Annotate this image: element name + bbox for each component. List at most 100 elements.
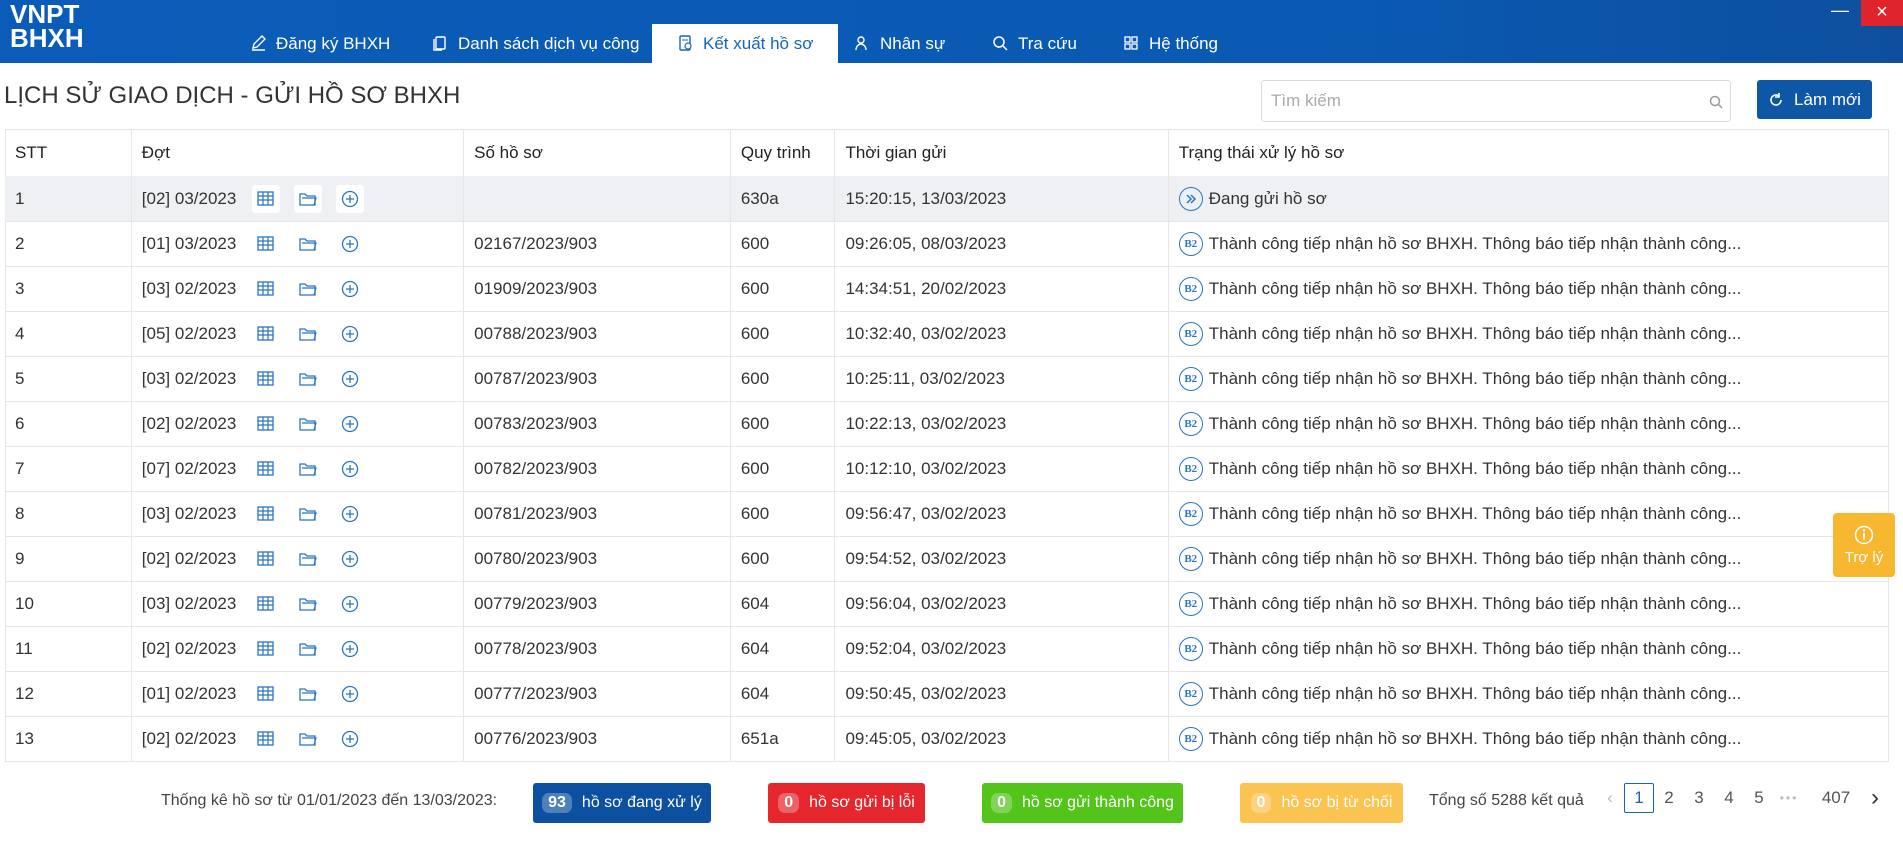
stat-badge[interactable]: 0 hồ sơ bị từ chối: [1240, 783, 1403, 823]
badge-arrow: [1186, 193, 1196, 204]
add-button[interactable]: [336, 365, 364, 393]
nav-tab[interactable]: Hệ thống: [1098, 24, 1243, 63]
folder-button[interactable]: [294, 320, 322, 348]
page-item[interactable]: •••: [1779, 791, 1799, 805]
page-item[interactable]: 407: [1821, 788, 1851, 807]
add-button[interactable]: [336, 545, 364, 573]
top-bar: VNPT BHXH — × Đăng ký BHXH Danh sách dịch…: [0, 0, 1903, 63]
page-item[interactable]: 3: [1694, 788, 1704, 807]
next-page[interactable]: ›: [1871, 784, 1879, 811]
table-button[interactable]: [252, 725, 280, 753]
add-button[interactable]: [336, 410, 364, 438]
folder-button[interactable]: [293, 184, 322, 213]
table-row[interactable]: 8 [03] 02/2023 00781/2023/903 600 09:56:47, …: [5, 491, 1889, 537]
table-button[interactable]: [252, 545, 280, 573]
table-button[interactable]: [252, 320, 280, 348]
page-item[interactable]: 4: [1724, 788, 1734, 807]
table-button[interactable]: [252, 365, 280, 393]
table-row[interactable]: 7 [07] 02/2023 00782/2023/903 600 10:12:10, …: [5, 446, 1889, 492]
close[interactable]: ×: [1861, 0, 1903, 26]
folder-button[interactable]: [294, 635, 322, 663]
cell-dot: [02] 02/2023: [131, 626, 465, 672]
nav-tab[interactable]: Danh sách dịch vụ công: [407, 24, 664, 63]
add-button[interactable]: [335, 184, 364, 213]
badge-text: B2: [1184, 417, 1198, 430]
status-text: Thành công tiếp nhận hồ sơ BHXH. Thông b…: [1208, 233, 1742, 253]
stat-badge[interactable]: 0 hồ sơ gửi thành công: [982, 783, 1183, 823]
prev-page[interactable]: ‹: [1607, 788, 1613, 807]
search-box[interactable]: Tìm kiếm: [1261, 80, 1731, 122]
add-button[interactable]: [336, 500, 364, 528]
folder-button[interactable]: [294, 275, 322, 303]
cell-2: 00777/2023/903: [464, 671, 731, 717]
table-row[interactable]: 10 [03] 02/2023 00779/2023/903 604 09:56:04,…: [5, 581, 1889, 627]
table-row[interactable]: 9 [02] 02/2023 00780/2023/903 600 09:54:52, …: [5, 536, 1889, 582]
minimize[interactable]: —: [1831, 0, 1849, 20]
cell-status: B2 Thành công tiếp nhận hồ sơ BHXH. Thông…: [1168, 581, 1889, 627]
table-row[interactable]: 6 [02] 02/2023 00783/2023/903 600 10:22:13, …: [5, 401, 1889, 447]
logo[interactable]: VNPT BHXH: [2, 1, 132, 60]
nav-tab[interactable]: Tra cứu: [967, 24, 1102, 63]
table-button[interactable]: [252, 230, 280, 258]
add-button[interactable]: [336, 590, 364, 618]
add-button[interactable]: [336, 320, 364, 348]
table-button[interactable]: [252, 275, 280, 303]
add-button[interactable]: [336, 455, 364, 483]
folder-button[interactable]: [294, 230, 322, 258]
column-header: Quy trình: [730, 129, 836, 177]
cell-4: 09:56:04, 03/02/2023: [835, 581, 1169, 627]
table-row[interactable]: 2 [01] 03/2023 02167/2023/903 600 09:26:05, …: [5, 221, 1889, 267]
nav-tab[interactable]: Đăng ký BHXH: [225, 24, 415, 63]
add-button[interactable]: [336, 230, 364, 258]
help-button[interactable]: Trợ lý: [1833, 513, 1895, 577]
add-button[interactable]: [336, 635, 364, 663]
cell-dot: [03] 02/2023: [131, 266, 465, 312]
cell-3: 600: [730, 221, 836, 267]
table-row[interactable]: 4 [05] 02/2023 00788/2023/903 600 10:32:40, …: [5, 311, 1889, 357]
folder-button[interactable]: [294, 680, 322, 708]
table-button[interactable]: [252, 500, 280, 528]
cell-dot: [01] 03/2023: [131, 221, 465, 267]
nav-tab[interactable]: Kết xuất hồ sơ: [652, 24, 839, 63]
folder-button[interactable]: [294, 725, 322, 753]
add-button[interactable]: [336, 725, 364, 753]
nav-tab[interactable]: Nhân sự: [829, 24, 970, 63]
cell-3: 630a: [730, 176, 836, 222]
table-row[interactable]: 11 [02] 02/2023 00778/2023/903 604 09:52:04,…: [5, 626, 1889, 672]
table-row[interactable]: 5 [03] 02/2023 00787/2023/903 600 10:25:11, …: [5, 356, 1889, 402]
table-button[interactable]: [252, 590, 280, 618]
table-row[interactable]: 1 [02] 03/2023 630a 15:20:15, 13/03/2023 Đan…: [5, 176, 1889, 222]
folder-button[interactable]: [294, 590, 322, 618]
add-button[interactable]: [336, 680, 364, 708]
table-button[interactable]: [252, 635, 280, 663]
button-icon: [257, 550, 274, 566]
folder-button[interactable]: [294, 545, 322, 573]
cell-status: Đang gửi hồ sơ: [1168, 176, 1889, 222]
table-row[interactable]: 13 [02] 02/2023 00776/2023/903 651a 09:45:05…: [5, 716, 1889, 762]
button-icon: [257, 640, 274, 656]
cell-4: 09:50:45, 03/02/2023: [835, 671, 1169, 717]
stat-badge[interactable]: 0 hồ sơ gửi bị lỗi: [768, 783, 925, 823]
cell-3: 600: [730, 491, 836, 537]
page-item[interactable]: 5: [1754, 788, 1764, 807]
refresh-button[interactable]: Làm mới: [1757, 80, 1872, 119]
folder-button[interactable]: [294, 365, 322, 393]
badge-text: B2: [1184, 237, 1198, 250]
table-row[interactable]: 12 [01] 02/2023 00777/2023/903 604 09:50:45,…: [5, 671, 1889, 717]
page-item[interactable]: 2: [1664, 788, 1674, 807]
page-item[interactable]: 1: [1624, 783, 1654, 813]
button-icon: [341, 415, 358, 432]
button-icon: [341, 460, 358, 477]
folder-button[interactable]: [294, 500, 322, 528]
table-row[interactable]: 3 [03] 02/2023 01909/2023/903 600 14:34:51, …: [5, 266, 1889, 312]
folder-button[interactable]: [294, 410, 322, 438]
table-button[interactable]: [252, 680, 280, 708]
folder-button[interactable]: [294, 455, 322, 483]
table-button[interactable]: [251, 184, 280, 213]
stat-badge[interactable]: 93 hồ sơ đang xử lý: [533, 783, 711, 823]
cell-dot: [02] 03/2023: [131, 176, 465, 222]
table-button[interactable]: [252, 455, 280, 483]
cell-stt: 5: [5, 356, 132, 402]
table-button[interactable]: [252, 410, 280, 438]
add-button[interactable]: [336, 275, 364, 303]
